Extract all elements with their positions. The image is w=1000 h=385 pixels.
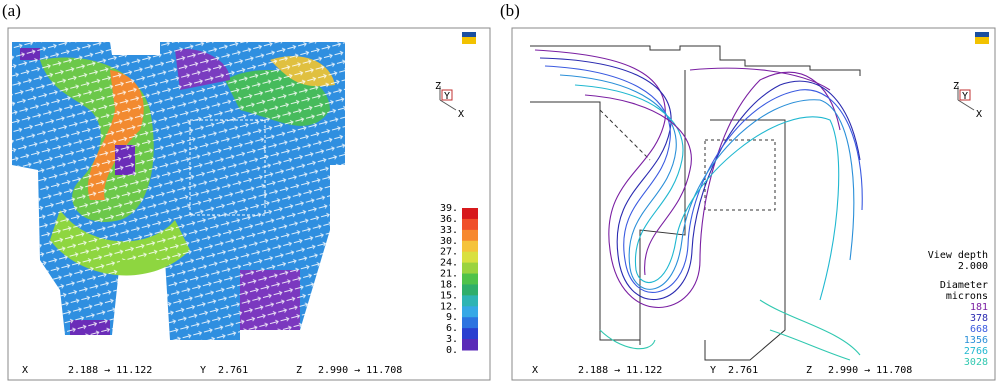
logo bbox=[975, 32, 989, 37]
legend-title: Diameter bbox=[940, 280, 988, 291]
colorbar-label: 36. bbox=[440, 214, 458, 225]
colorbar-bin bbox=[462, 229, 478, 242]
triad-label: X bbox=[458, 109, 464, 120]
legend-item: 2766 bbox=[964, 346, 988, 357]
footer-value: 2.188 → 11.122 bbox=[68, 365, 152, 376]
colorbar-bin bbox=[462, 306, 478, 318]
footer-value: 2.761 bbox=[728, 365, 758, 376]
colorbar-label: 12. bbox=[440, 301, 458, 312]
legend-item: 378 bbox=[970, 313, 988, 324]
colorbar-bin bbox=[462, 240, 478, 253]
colorbar-label: 24. bbox=[440, 258, 458, 269]
footer-value: 2.188 → 11.122 bbox=[578, 365, 662, 376]
colorbar-label: 21. bbox=[440, 269, 458, 280]
colorbar-bin bbox=[462, 317, 478, 329]
colorbar-bin bbox=[462, 262, 478, 275]
colorbar-label: 0. bbox=[446, 345, 458, 356]
colorbar-bin bbox=[462, 328, 478, 340]
triad-label: Z bbox=[953, 81, 959, 92]
trajectories bbox=[534, 49, 863, 361]
footer-label: X bbox=[532, 365, 538, 376]
colorbar-bin bbox=[462, 339, 478, 351]
colorbar-label: 15. bbox=[440, 290, 458, 301]
velocity-field bbox=[12, 42, 345, 340]
triad-box bbox=[441, 89, 453, 101]
footer-label: Y bbox=[710, 365, 716, 376]
colorbar: 39.36.33.30.27.24.21.18.15.12.9.6.3.0. bbox=[440, 203, 478, 356]
colorbar-label: 6. bbox=[446, 323, 458, 334]
triad-label: Z bbox=[435, 81, 441, 92]
footer-label: Z bbox=[806, 365, 812, 376]
colorbar-label: 18. bbox=[440, 279, 458, 290]
legend-heading: View depth bbox=[928, 250, 988, 261]
footer-label: X bbox=[22, 365, 28, 376]
colorbar-label: 33. bbox=[440, 225, 458, 236]
colorbar-bin bbox=[462, 218, 478, 231]
colorbar-label: 39. bbox=[440, 203, 458, 214]
triad-axis bbox=[957, 99, 975, 111]
logo bbox=[462, 32, 476, 37]
legend-item: 3028 bbox=[964, 357, 988, 368]
triad-axis bbox=[439, 99, 457, 111]
panel-label: (a) bbox=[2, 1, 21, 20]
legend-unit: microns bbox=[946, 291, 988, 302]
panel-frame bbox=[511, 27, 996, 381]
legend-item: 181 bbox=[970, 302, 988, 313]
triad-label: Y bbox=[444, 91, 450, 102]
legend-value: 2.000 bbox=[958, 261, 988, 272]
colorbar-label: 9. bbox=[446, 312, 458, 323]
triad-label: X bbox=[976, 109, 982, 120]
panel-label: (b) bbox=[500, 1, 520, 20]
legend-item: 1356 bbox=[964, 335, 988, 346]
colorbar-bin bbox=[462, 295, 478, 307]
colorbar-bin bbox=[462, 284, 478, 296]
colorbar-label: 3. bbox=[446, 334, 458, 345]
colorbar-bin bbox=[462, 273, 478, 285]
footer-value: 2.761 bbox=[218, 365, 248, 376]
colorbar-bin bbox=[462, 251, 478, 264]
legend-item: 668 bbox=[970, 324, 988, 335]
footer-value: 2.990 → 11.708 bbox=[828, 365, 912, 376]
triad-box bbox=[959, 89, 971, 101]
footer-value: 2.990 → 11.708 bbox=[318, 365, 402, 376]
footer-label: Y bbox=[200, 365, 206, 376]
triad-label: Y bbox=[962, 91, 968, 102]
colorbar-bin bbox=[462, 208, 478, 220]
footer-label: Z bbox=[296, 365, 302, 376]
colorbar-label: 30. bbox=[440, 236, 458, 247]
colorbar-label: 27. bbox=[440, 247, 458, 258]
geometry-outline bbox=[530, 45, 861, 361]
